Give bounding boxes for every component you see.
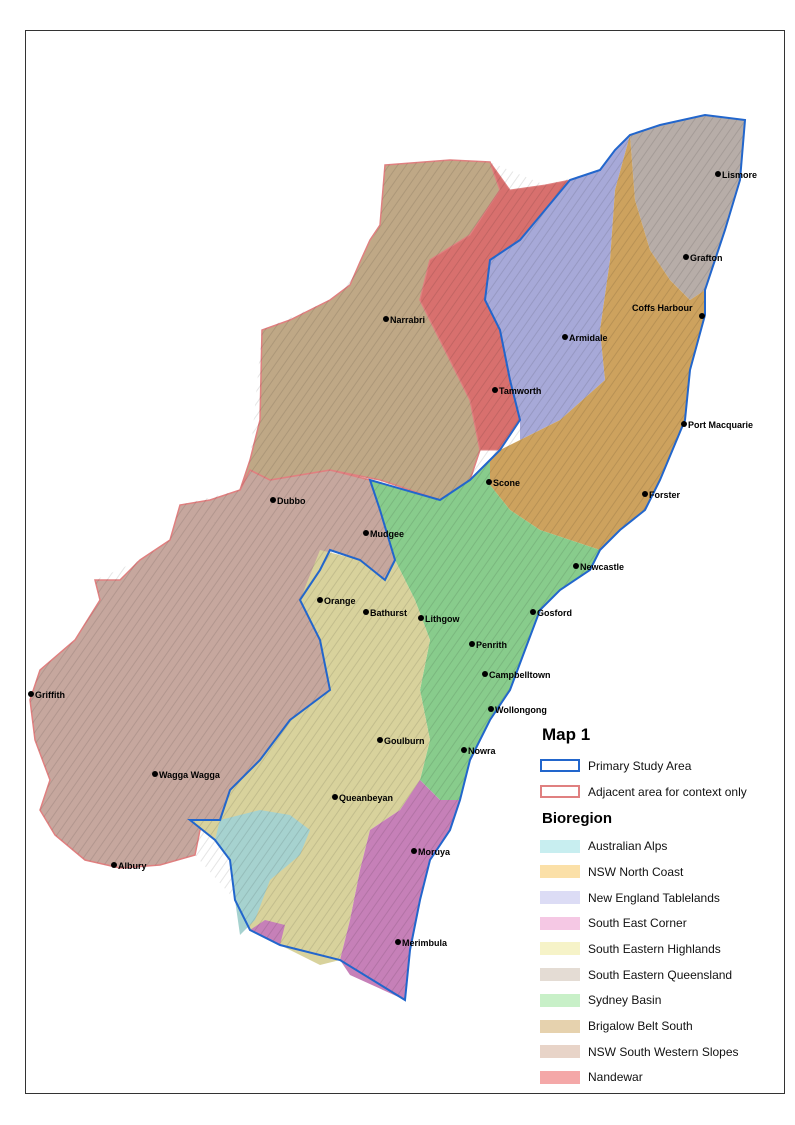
legend-swatch (540, 968, 580, 982)
town-armidale: Armidale (562, 333, 608, 343)
town-label: Narrabri (390, 315, 425, 325)
map-title: Map 1 (542, 725, 591, 744)
town-lithgow: Lithgow (418, 614, 460, 624)
town-mudgee: Mudgee (363, 529, 404, 539)
bioregion-legend-list: Australian Alps NSW North Coast New Engl… (540, 833, 780, 1090)
legend-swatch (540, 916, 580, 930)
town-label: Orange (324, 596, 356, 606)
legend-item-primary-study-area: Primary Study Area (540, 753, 780, 779)
town-label: Merimbula (402, 938, 448, 948)
town-newcastle: Newcastle (573, 562, 624, 572)
legend-swatch (540, 865, 580, 879)
town-label: Scone (493, 478, 520, 488)
legend-item-bioregion: Brigalow Belt South (540, 1013, 780, 1039)
legend-label: Adjacent area for context only (588, 784, 747, 799)
legend-swatch (540, 839, 580, 853)
town-wollongong: Wollongong (488, 705, 547, 715)
legend-item-bioregion: South East Corner (540, 910, 780, 936)
town-bathurst: Bathurst (363, 608, 407, 618)
town-label: Campbelltown (489, 670, 551, 680)
legend-item-bioregion: South Eastern Queensland (540, 962, 780, 988)
town-label: Port Macquarie (688, 420, 753, 430)
legend-swatch (540, 1019, 580, 1033)
town-port-macquarie: Port Macquarie (681, 420, 753, 430)
town-narrabri: Narrabri (383, 315, 425, 325)
town-scone: Scone (486, 478, 520, 488)
legend-label: NSW North Coast (588, 864, 684, 879)
legend-swatch (540, 1070, 580, 1084)
legend-item-adjacent-area: Adjacent area for context only (540, 779, 780, 805)
town-label: Lismore (722, 170, 757, 180)
town-label: Grafton (690, 253, 723, 263)
town-griffith: Griffith (28, 690, 65, 700)
legend-item-bioregion: New England Tablelands (540, 885, 780, 911)
legend-item-bioregion: South Eastern Highlands (540, 936, 780, 962)
town-label: Wollongong (495, 705, 547, 715)
legend-label: Australian Alps (588, 839, 668, 854)
town-moruya: Moruya (411, 847, 451, 857)
town-label: Wagga Wagga (159, 770, 221, 780)
town-forster: Forster (642, 490, 681, 500)
town-merimbula: Merimbula (395, 938, 448, 948)
legend-label: New England Tablelands (588, 890, 720, 905)
town-label: Gosford (537, 608, 572, 618)
legend-item-bioregion: Australian Alps (540, 833, 780, 859)
legend-item-bioregion: NSW South Western Slopes (540, 1039, 780, 1065)
legend-item-bioregion: Nandewar (540, 1065, 780, 1091)
legend-label: NSW South Western Slopes (588, 1044, 739, 1059)
town-label: Armidale (569, 333, 608, 343)
town-goulburn: Goulburn (377, 736, 425, 746)
legend-swatch (540, 1045, 580, 1059)
town-label: Dubbo (277, 496, 306, 506)
town-label: Queanbeyan (339, 793, 393, 803)
legend-item-bioregion: Sydney Basin (540, 988, 780, 1014)
town-coffs-harbour: Coffs Harbour (632, 303, 705, 319)
legend-label: South Eastern Queensland (588, 967, 733, 982)
primary-study-area-outline (187, 113, 747, 1002)
town-gosford: Gosford (530, 608, 572, 618)
town-label: Albury (118, 861, 147, 871)
town-wagga-wagga: Wagga Wagga (152, 770, 221, 780)
legend-label: Nandewar (588, 1070, 643, 1085)
legend-swatch (540, 891, 580, 905)
bioregion-heading: Bioregion (542, 810, 612, 828)
legend-label: South East Corner (588, 916, 687, 931)
town-label: Coffs Harbour (632, 303, 693, 313)
legend-label: Sydney Basin (588, 993, 662, 1008)
town-tamworth: Tamworth (492, 386, 541, 396)
legend-label: South Eastern Highlands (588, 941, 721, 956)
map-legend: Map 1 Primary Study Area Adjacent area f… (540, 725, 780, 1090)
town-label: Goulburn (384, 736, 425, 746)
legend-swatch (540, 942, 580, 956)
town-albury: Albury (111, 861, 147, 871)
legend-item-bioregion: NSW North Coast (540, 859, 780, 885)
town-label: Bathurst (370, 608, 407, 618)
town-label: Lithgow (425, 614, 460, 624)
town-nowra: Nowra (461, 746, 497, 756)
town-campbelltown: Campbelltown (482, 670, 551, 680)
town-grafton: Grafton (683, 253, 723, 263)
town-penrith: Penrith (469, 640, 507, 650)
town-label: Mudgee (370, 529, 404, 539)
legend-swatch (540, 993, 580, 1007)
legend-swatch (540, 759, 580, 773)
legend-label: Brigalow Belt South (588, 1019, 693, 1034)
town-label: Moruya (418, 847, 451, 857)
town-label: Newcastle (580, 562, 624, 572)
town-lismore: Lismore (715, 170, 757, 180)
town-label: Tamworth (499, 386, 541, 396)
town-label: Nowra (468, 746, 497, 756)
town-queanbeyan: Queanbeyan (332, 793, 393, 803)
town-label: Forster (649, 490, 681, 500)
town-orange: Orange (317, 596, 356, 606)
town-label: Penrith (476, 640, 507, 650)
town-label: Griffith (35, 690, 65, 700)
legend-swatch (540, 785, 580, 799)
town-markers: Lismore Grafton Coffs Harbour Armidale N… (28, 170, 757, 948)
town-dubbo: Dubbo (270, 496, 306, 506)
legend-label: Primary Study Area (588, 758, 692, 773)
